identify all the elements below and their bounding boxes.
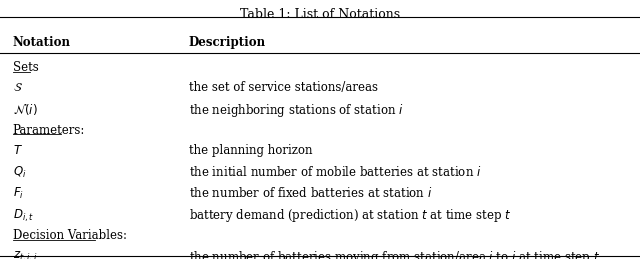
Text: Notation: Notation [13,36,71,49]
Text: Parameters:: Parameters: [13,124,85,136]
Text: Table 1: List of Notations: Table 1: List of Notations [240,8,400,21]
Text: the number of batteries moving from station/area $i$ to $j$ at time step $t$: the number of batteries moving from stat… [189,249,600,259]
Text: Sets: Sets [13,61,38,74]
Text: the initial number of mobile batteries at station $i$: the initial number of mobile batteries a… [189,165,481,179]
Text: $z_{t,i,j}$: $z_{t,i,j}$ [13,249,37,259]
Text: $\mathcal{S}$: $\mathcal{S}$ [13,81,22,94]
Text: Decision Variables:: Decision Variables: [13,229,127,242]
Text: the neighboring stations of station $i$: the neighboring stations of station $i$ [189,102,404,119]
Text: the planning horizon: the planning horizon [189,144,312,157]
Text: battery demand (prediction) at station $t$ at time step $t$: battery demand (prediction) at station $… [189,207,511,225]
Text: $Q_i$: $Q_i$ [13,165,26,180]
Text: the number of fixed batteries at station $i$: the number of fixed batteries at station… [189,186,432,200]
Text: $D_{i,t}$: $D_{i,t}$ [13,207,34,224]
Text: Description: Description [189,36,266,49]
Text: $F_i$: $F_i$ [13,186,24,201]
Text: the set of service stations/areas: the set of service stations/areas [189,81,378,94]
Text: $\mathcal{N}(i)$: $\mathcal{N}(i)$ [13,102,38,117]
Text: $T$: $T$ [13,144,23,157]
